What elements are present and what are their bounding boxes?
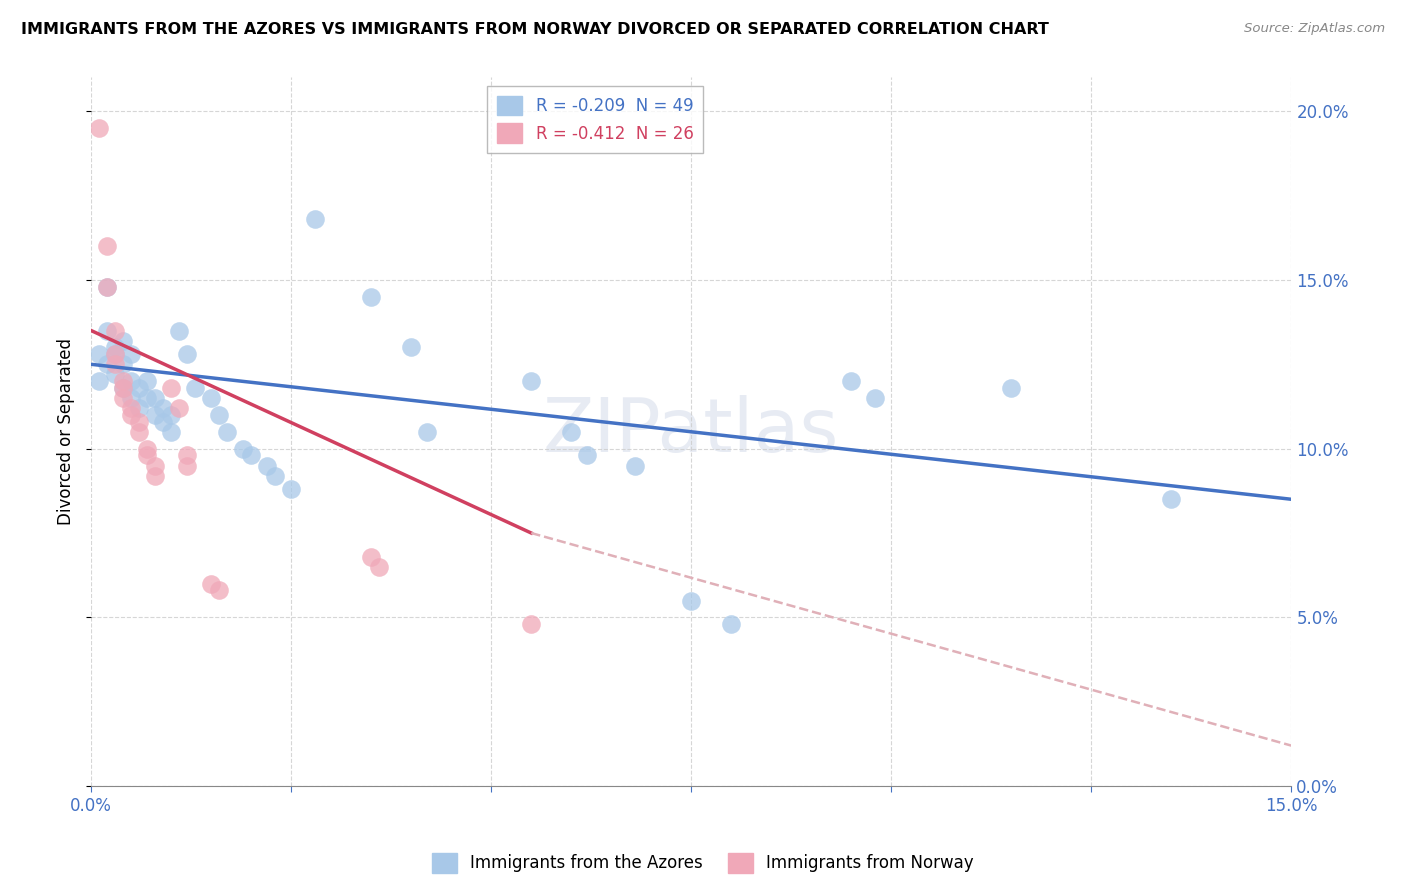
Point <box>1160 492 1182 507</box>
Point <box>208 583 231 598</box>
Point <box>128 425 150 439</box>
Point <box>112 374 135 388</box>
Point <box>89 121 111 136</box>
Point <box>136 374 159 388</box>
Point <box>176 449 198 463</box>
Point <box>143 468 166 483</box>
Legend: Immigrants from the Azores, Immigrants from Norway: Immigrants from the Azores, Immigrants f… <box>425 847 981 880</box>
Point <box>143 391 166 405</box>
Point <box>136 391 159 405</box>
Point <box>120 408 142 422</box>
Point <box>841 374 863 388</box>
Point <box>368 559 391 574</box>
Point <box>143 408 166 422</box>
Point <box>152 415 174 429</box>
Point <box>416 425 439 439</box>
Point <box>112 334 135 348</box>
Point <box>184 381 207 395</box>
Point <box>1000 381 1022 395</box>
Point <box>304 212 326 227</box>
Point <box>200 391 222 405</box>
Point <box>128 415 150 429</box>
Point <box>720 617 742 632</box>
Point <box>200 576 222 591</box>
Point <box>167 401 190 416</box>
Point <box>120 374 142 388</box>
Point <box>112 391 135 405</box>
Point <box>96 279 118 293</box>
Point <box>104 357 127 371</box>
Point <box>104 347 127 361</box>
Y-axis label: Divorced or Separated: Divorced or Separated <box>58 338 75 525</box>
Point <box>96 324 118 338</box>
Text: Source: ZipAtlas.com: Source: ZipAtlas.com <box>1244 22 1385 36</box>
Legend: R = -0.209  N = 49, R = -0.412  N = 26: R = -0.209 N = 49, R = -0.412 N = 26 <box>486 86 703 153</box>
Point <box>96 239 118 253</box>
Point <box>120 347 142 361</box>
Point <box>176 347 198 361</box>
Point <box>89 374 111 388</box>
Point <box>360 290 382 304</box>
Point <box>152 401 174 416</box>
Point <box>399 340 422 354</box>
Point <box>160 408 183 422</box>
Point <box>104 340 127 354</box>
Point <box>136 442 159 456</box>
Point <box>160 425 183 439</box>
Point <box>264 468 287 483</box>
Point <box>104 368 127 382</box>
Point <box>256 458 278 473</box>
Point <box>89 347 111 361</box>
Point <box>104 347 127 361</box>
Point <box>143 458 166 473</box>
Text: ZIPatlas: ZIPatlas <box>543 395 839 468</box>
Point <box>120 401 142 416</box>
Point <box>520 374 543 388</box>
Point <box>360 549 382 564</box>
Point <box>96 279 118 293</box>
Point <box>280 482 302 496</box>
Point <box>112 381 135 395</box>
Point <box>240 449 263 463</box>
Point <box>520 617 543 632</box>
Point <box>136 449 159 463</box>
Point <box>128 381 150 395</box>
Point <box>232 442 254 456</box>
Point <box>104 324 127 338</box>
Point <box>681 593 703 607</box>
Point <box>128 401 150 416</box>
Point <box>96 357 118 371</box>
Point <box>112 357 135 371</box>
Point <box>167 324 190 338</box>
Point <box>160 381 183 395</box>
Point <box>112 381 135 395</box>
Text: IMMIGRANTS FROM THE AZORES VS IMMIGRANTS FROM NORWAY DIVORCED OR SEPARATED CORRE: IMMIGRANTS FROM THE AZORES VS IMMIGRANTS… <box>21 22 1049 37</box>
Point <box>624 458 647 473</box>
Point <box>560 425 582 439</box>
Point <box>576 449 599 463</box>
Point <box>217 425 239 439</box>
Point <box>208 408 231 422</box>
Point <box>865 391 887 405</box>
Point <box>120 391 142 405</box>
Point <box>176 458 198 473</box>
